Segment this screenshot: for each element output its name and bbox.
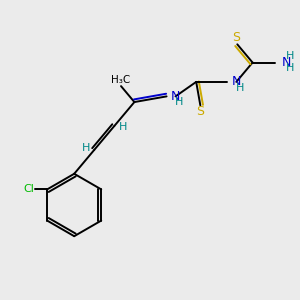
Text: H: H	[286, 63, 294, 73]
Text: H: H	[175, 97, 183, 107]
Text: Cl: Cl	[23, 184, 34, 194]
Text: H: H	[118, 122, 127, 132]
Text: H: H	[82, 143, 90, 153]
Text: S: S	[196, 105, 204, 118]
Text: S: S	[232, 31, 240, 44]
Text: N: N	[232, 75, 241, 88]
Text: H: H	[286, 51, 294, 61]
Text: N: N	[282, 56, 291, 69]
Text: N: N	[171, 90, 180, 103]
Text: H: H	[236, 83, 244, 93]
Text: H₃C: H₃C	[111, 75, 130, 85]
